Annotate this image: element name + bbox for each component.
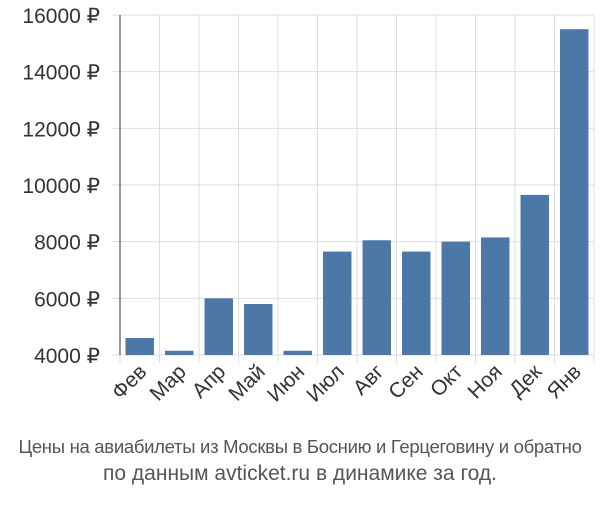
y-tick-label: 10000 ₽	[22, 175, 100, 198]
bar	[481, 237, 510, 355]
bar	[244, 304, 273, 355]
x-tick-label: Дек	[505, 360, 547, 402]
x-tick-label: Янв	[543, 360, 586, 403]
x-tick-label: Июн	[263, 360, 309, 406]
x-tick-label: Мар	[145, 360, 190, 405]
bar	[560, 29, 589, 356]
x-tick-label: Апр	[188, 360, 230, 402]
y-tick-label: 14000 ₽	[22, 62, 100, 85]
bar	[441, 241, 470, 355]
bars	[125, 29, 589, 356]
bar	[362, 240, 391, 355]
bar	[165, 350, 194, 355]
bar	[402, 251, 431, 355]
bar	[520, 194, 549, 355]
x-tick-label: Фев	[108, 360, 152, 404]
x-tick-label: Июл	[302, 360, 348, 406]
x-tick-label: Авг	[349, 360, 389, 400]
y-tick-label: 8000 ₽	[34, 232, 100, 255]
y-tick-label: 16000 ₽	[22, 5, 100, 28]
y-tick-label: 6000 ₽	[34, 288, 100, 311]
x-tick-label: Май	[224, 360, 269, 405]
y-tick-labels: 4000 ₽ 6000 ₽ 8000 ₽ 10000 ₽ 12000 ₽ 14000 ₽ 1…	[22, 5, 100, 368]
bar	[204, 298, 233, 355]
x-tick-label: Окт	[426, 360, 468, 402]
y-tick-label: 4000 ₽	[34, 345, 100, 368]
chart-title: Цены на авиабилеты из Москвы в Боснию и …	[18, 436, 582, 457]
bar	[323, 251, 352, 355]
chart-subtitle: по данным avticket.ru в динамике за год.	[103, 462, 497, 485]
y-tick-label: 12000 ₽	[22, 118, 100, 141]
bar	[125, 338, 154, 355]
bar	[283, 350, 312, 355]
x-tick-label: Сен	[384, 360, 427, 403]
x-tick-label: Ноя	[463, 360, 506, 403]
grid-lines	[112, 14, 595, 363]
